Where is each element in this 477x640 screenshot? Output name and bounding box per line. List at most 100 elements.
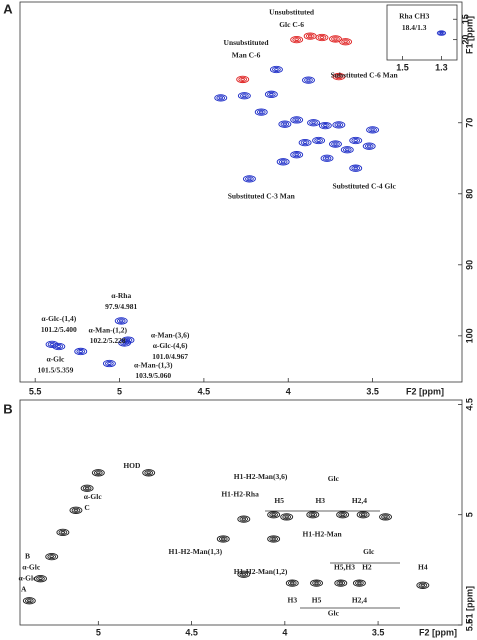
annotation: A [21, 584, 27, 593]
annotation: C [84, 503, 89, 512]
peak [80, 484, 94, 492]
contour-ring [379, 513, 392, 521]
contour-ring [292, 117, 302, 123]
contour-ring [271, 513, 276, 517]
contour-ring [290, 116, 304, 124]
contour-ring [438, 31, 445, 36]
contour-ring [118, 319, 124, 323]
peak [278, 120, 292, 128]
contour-ring [321, 123, 330, 129]
contour-ring [258, 110, 264, 114]
contour-ring [338, 512, 347, 518]
annotation: Substituted C-6 Man [331, 71, 399, 80]
contour-ring [300, 140, 310, 146]
contour-ring [105, 361, 114, 367]
contour-ring [302, 141, 308, 145]
x-axis-label: F2 [ppm] [406, 386, 444, 396]
panel-a-frame [19, 1, 463, 383]
peak [214, 94, 228, 102]
contour-ring [242, 94, 247, 98]
contour-ring [340, 146, 354, 154]
contour-ring [352, 579, 366, 587]
contour-ring [290, 35, 304, 44]
peak [329, 35, 342, 43]
annotation: Substituted C-4 Glc [332, 181, 396, 190]
contour-ring [91, 469, 105, 477]
peak [34, 575, 47, 583]
contour-ring [123, 337, 133, 343]
peak [269, 65, 283, 74]
contour-ring [237, 570, 251, 578]
contour-ring [332, 72, 346, 81]
peak [285, 579, 299, 587]
contour-ring [290, 581, 295, 585]
contour-ring [322, 155, 332, 161]
contour-ring [272, 66, 281, 73]
contour-ring [324, 156, 330, 160]
contour-ring [73, 508, 79, 512]
peak [280, 513, 294, 521]
contour-ring [353, 166, 358, 170]
contour-ring [116, 318, 126, 324]
peak [102, 359, 116, 368]
annotation: 18.4/1.3 [402, 23, 427, 32]
annotation: α-Glc-(1,4) [41, 314, 76, 323]
contour-ring [214, 94, 228, 102]
peak [237, 515, 251, 523]
contour-ring [341, 39, 350, 45]
contour-ring [311, 121, 316, 125]
annotation: H2,4 [352, 496, 367, 505]
contour-ring [306, 78, 311, 82]
contour-ring [271, 537, 276, 541]
peak [340, 146, 354, 154]
panel-label: A [3, 1, 13, 16]
contour-ring [329, 140, 342, 148]
peak [320, 154, 334, 162]
contour-ring [312, 580, 321, 586]
annotation: H3 [315, 496, 325, 505]
annotation: 97.9/4.981 [105, 302, 137, 311]
contour-ring [298, 138, 312, 147]
contour-ring [287, 580, 297, 586]
contour-ring [302, 76, 315, 84]
contour-ring [368, 127, 377, 133]
contour-ring [52, 342, 66, 351]
peak [416, 581, 430, 589]
contour-ring [334, 579, 348, 587]
contour-ring [278, 120, 292, 128]
contour-ring [285, 579, 299, 587]
annotation: 103.9/5.060 [135, 371, 171, 380]
contour-ring [336, 511, 350, 519]
contour-ring [76, 348, 86, 354]
contour-ring [356, 511, 370, 519]
contour-ring [439, 31, 444, 35]
annotation: B [25, 551, 30, 560]
contour-ring [239, 571, 249, 577]
contour-ring [282, 514, 292, 520]
contour-ring [381, 514, 390, 520]
contour-ring [331, 36, 340, 42]
contour-ring [216, 535, 230, 543]
annotation: Rha CH3 [399, 12, 429, 21]
peak [56, 528, 70, 537]
contour-ring [334, 74, 344, 80]
contour-ring [58, 529, 68, 535]
contour-ring [49, 555, 54, 559]
contour-ring [315, 33, 329, 42]
contour-ring [294, 118, 299, 122]
peak [242, 175, 256, 183]
contour-ring [218, 96, 224, 100]
peak [142, 469, 156, 477]
contour-ring [216, 95, 226, 101]
contour-ring [45, 552, 59, 561]
annotation: α-Man-(1,2) [88, 326, 127, 335]
annotation: 101.5/5.359 [38, 365, 74, 374]
peak [267, 511, 281, 519]
contour-ring [114, 317, 128, 325]
contour-ring [247, 177, 252, 181]
y-tick-label: 100 [464, 328, 474, 343]
peak [307, 119, 320, 127]
peak [298, 138, 312, 147]
peak [306, 511, 320, 519]
peak [352, 579, 366, 587]
